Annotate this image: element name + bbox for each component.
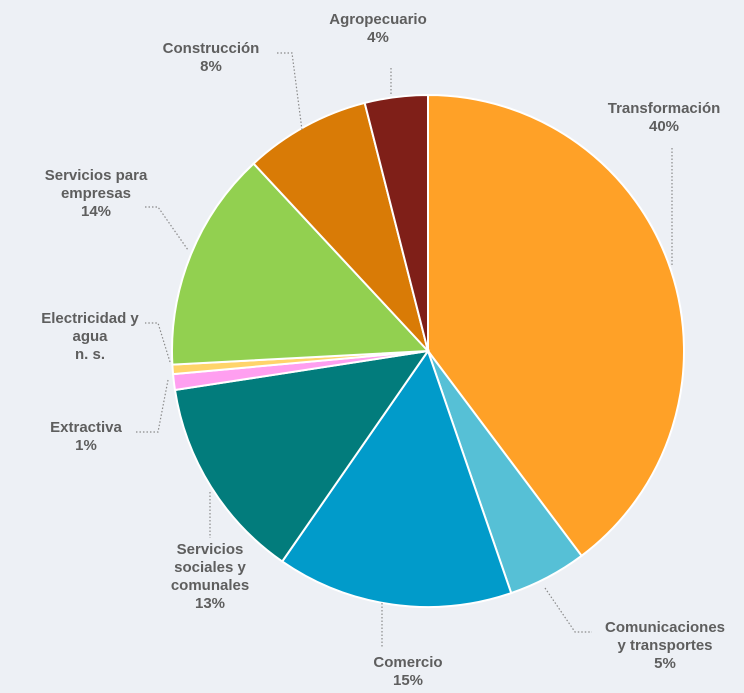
slice-label-construccion: Construcción 8% xyxy=(163,40,260,75)
slice-label-agropecuario: Agropecuario 4% xyxy=(329,11,427,46)
pie-slices xyxy=(171,93,685,608)
pie-slice-comercio xyxy=(280,348,513,608)
leader-lines xyxy=(136,52,673,648)
slice-label-electricidad-y-agua-n-s: Electricidad y agua n. s. xyxy=(41,310,139,363)
slice-label-comercio: Comercio 15% xyxy=(373,654,442,689)
pie-slice-servicios-para-empresas xyxy=(171,162,431,366)
leader-line-extractiva xyxy=(136,379,169,433)
leader-line-servicios-para-empresas xyxy=(145,206,189,251)
leader-line-electricidad-y-agua-n-s xyxy=(145,322,171,363)
pie-slice-agropecuario xyxy=(363,93,429,352)
slice-label-transformacion: Transformación 40% xyxy=(608,100,721,135)
slice-label-servicios-sociales-y-comunales: Servicios sociales y comunales 13% xyxy=(171,541,249,612)
leader-line-construccion xyxy=(277,52,303,131)
slice-label-comunicaciones-y-transportes: Comunicaciones y transportes 5% xyxy=(605,619,725,672)
leader-line-comunicaciones-y-transportes xyxy=(544,587,592,633)
slice-label-extractiva: Extractiva 1% xyxy=(50,419,122,454)
pie-slice-transformacion xyxy=(427,93,685,558)
pie-slice-servicios-sociales-y-comunales xyxy=(173,349,431,563)
slice-label-servicios-para-empresas: Servicios para empresas 14% xyxy=(45,167,148,220)
slice-labels: Transformación 40% Comunicaciones y transpo… xyxy=(41,11,725,689)
pie-slice-construccion xyxy=(252,101,429,352)
